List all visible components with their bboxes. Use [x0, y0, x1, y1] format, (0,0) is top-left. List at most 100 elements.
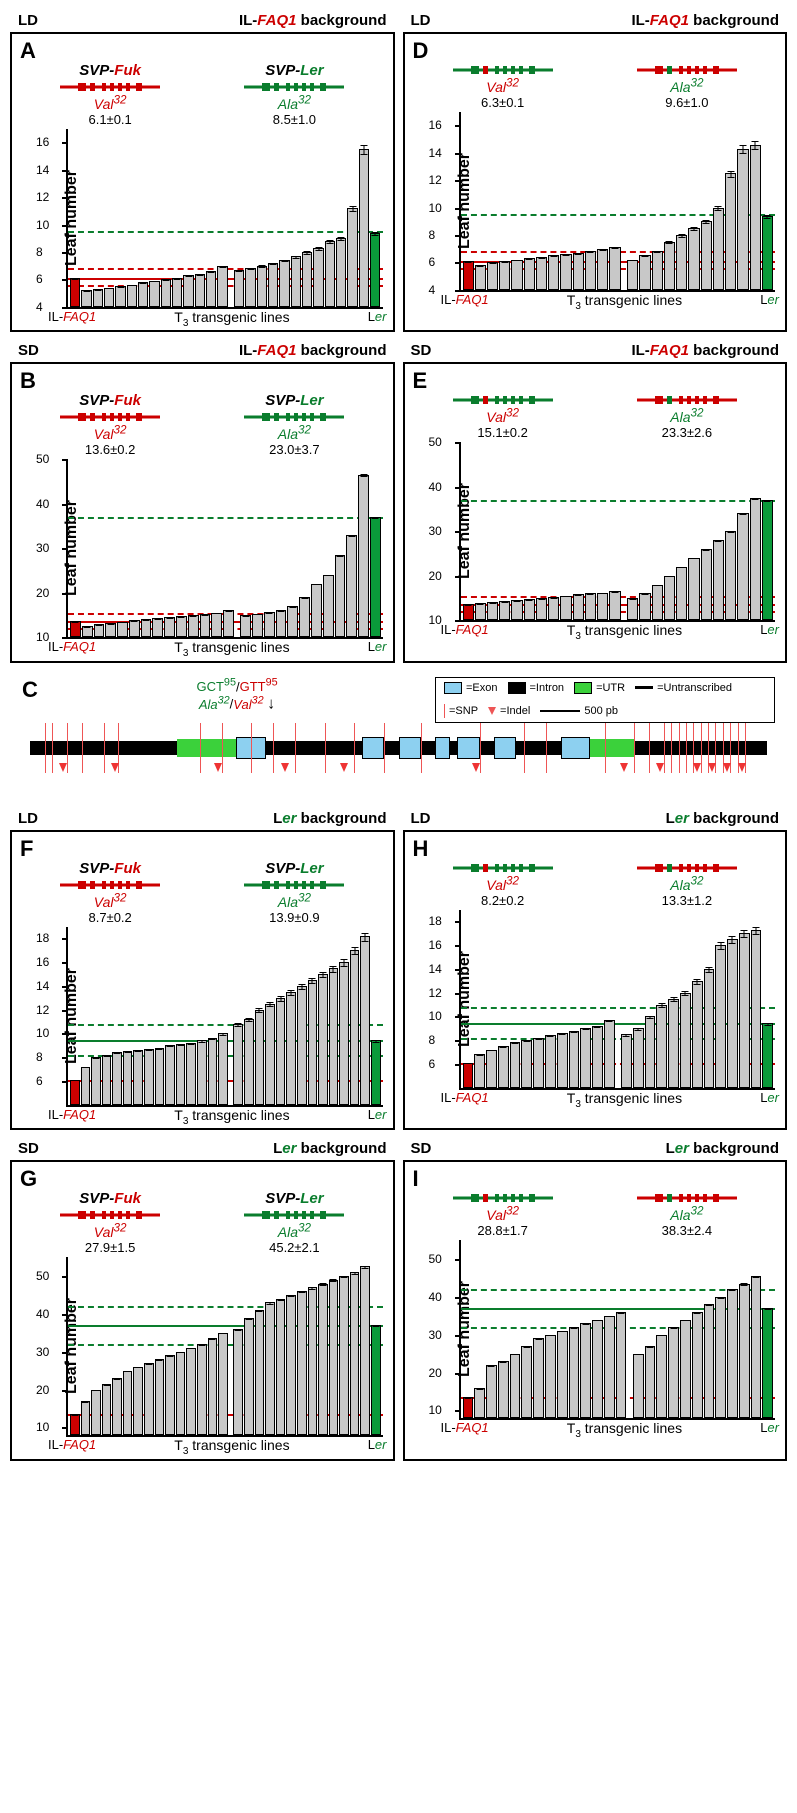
y-tick-label: 50 — [429, 1252, 442, 1266]
bar — [186, 1348, 196, 1435]
bar — [573, 253, 584, 290]
bar — [533, 1338, 544, 1418]
y-tick-label: 18 — [36, 931, 49, 945]
bar — [264, 612, 275, 637]
bar — [463, 261, 474, 290]
bar — [350, 950, 360, 1104]
allele-label: Ala32 — [244, 891, 344, 910]
bar — [475, 265, 486, 290]
bar — [206, 271, 216, 307]
gene-col-left: Val32 28.8±1.7 — [453, 1190, 553, 1238]
y-tick-label: 40 — [36, 497, 49, 511]
bar — [487, 262, 498, 289]
bar — [762, 1308, 773, 1418]
bar — [176, 1352, 186, 1435]
legend: =Exon =Intron =UTR =Untranscribed =SNP =… — [435, 677, 775, 723]
bar — [762, 500, 773, 620]
y-tick-label: 10 — [36, 218, 49, 232]
y-tick-label: 30 — [429, 524, 442, 538]
bar — [195, 274, 205, 307]
stat-value: 6.3±0.1 — [453, 95, 553, 110]
panel-letter: H — [413, 836, 429, 862]
bar — [81, 1067, 91, 1105]
bar — [668, 999, 679, 1088]
bar — [688, 228, 699, 290]
y-tick-label: 14 — [429, 962, 442, 976]
bar — [287, 606, 298, 637]
y-tick-label: 14 — [36, 163, 49, 177]
bar — [91, 1057, 101, 1104]
x-axis-label: T3 transgenic lines — [174, 639, 289, 659]
bar — [339, 1276, 349, 1435]
bar — [70, 278, 80, 307]
bar — [165, 1355, 175, 1435]
allele-label: Ala32 — [244, 423, 344, 442]
bar — [276, 998, 286, 1105]
y-tick-label: 6 — [36, 272, 43, 286]
bar — [257, 266, 267, 307]
stat-value: 38.3±2.4 — [637, 1223, 737, 1238]
x-left-label: IL-FAQ1 — [48, 1437, 96, 1457]
bar — [104, 288, 114, 307]
bar — [573, 594, 584, 620]
bar — [102, 1055, 112, 1105]
x-right-label: Ler — [368, 1107, 387, 1127]
bar — [592, 1026, 603, 1088]
bar — [536, 598, 547, 620]
bar — [144, 1049, 154, 1105]
y-tick-label: 10 — [429, 613, 442, 627]
panel-F: LD Ler backgroundFSVP-Fuk Val32 8.7±0.2S… — [10, 830, 395, 1130]
bar — [244, 1318, 254, 1435]
bar — [360, 936, 370, 1105]
bar — [597, 249, 608, 290]
chart-area: Leaf number46810121416 — [459, 112, 776, 292]
bar — [739, 933, 750, 1087]
y-tick-label: 6 — [429, 1057, 436, 1071]
allele-label: Ala32 — [637, 1204, 737, 1223]
y-tick-label: 50 — [36, 452, 49, 466]
bar — [688, 558, 699, 620]
bar — [329, 968, 339, 1104]
y-tick-label: 50 — [429, 435, 442, 449]
bar — [557, 1033, 568, 1088]
bar — [645, 1016, 656, 1087]
bar — [633, 1354, 644, 1418]
bar — [286, 1295, 296, 1435]
y-tick-label: 20 — [429, 569, 442, 583]
stat-value: 13.3±1.2 — [637, 893, 737, 908]
bar — [585, 593, 596, 620]
legend-item: =SNP — [444, 704, 478, 718]
x-axis-label: T3 transgenic lines — [567, 622, 682, 642]
bar — [200, 614, 211, 637]
gene-title: SVP-Ler — [244, 860, 344, 877]
y-tick-label: 20 — [429, 1366, 442, 1380]
bar — [233, 1024, 243, 1105]
x-left-label: IL-FAQ1 — [441, 622, 489, 642]
x-right-label: Ler — [760, 292, 779, 312]
bar — [604, 1020, 615, 1088]
bar — [217, 266, 227, 307]
panel-letter: F — [20, 836, 33, 862]
x-right-label: Ler — [368, 1437, 387, 1457]
bar — [165, 1045, 175, 1104]
gene-diagram-icon — [637, 1192, 737, 1202]
bar — [81, 290, 91, 306]
y-tick-label: 20 — [36, 1383, 49, 1397]
gene-diagram-icon — [453, 394, 553, 404]
bar — [255, 1310, 265, 1435]
y-tick-label: 10 — [36, 1026, 49, 1040]
bar — [668, 1327, 679, 1418]
chart-area: Leaf number1020304050 — [66, 1257, 383, 1437]
bar — [545, 1035, 556, 1087]
bar — [498, 1046, 509, 1088]
stat-value: 23.0±3.7 — [244, 442, 344, 457]
bar — [360, 1266, 370, 1435]
gene-diagram-icon — [60, 411, 160, 421]
y-tick-label: 40 — [429, 1290, 442, 1304]
bar — [117, 622, 128, 638]
bar — [115, 286, 125, 307]
gene-col-right: SVP-Ler Ala32 23.0±3.7 — [244, 392, 344, 457]
gene-diagram-icon — [244, 879, 344, 889]
panel-letter: D — [413, 38, 429, 64]
bar — [521, 1040, 532, 1087]
